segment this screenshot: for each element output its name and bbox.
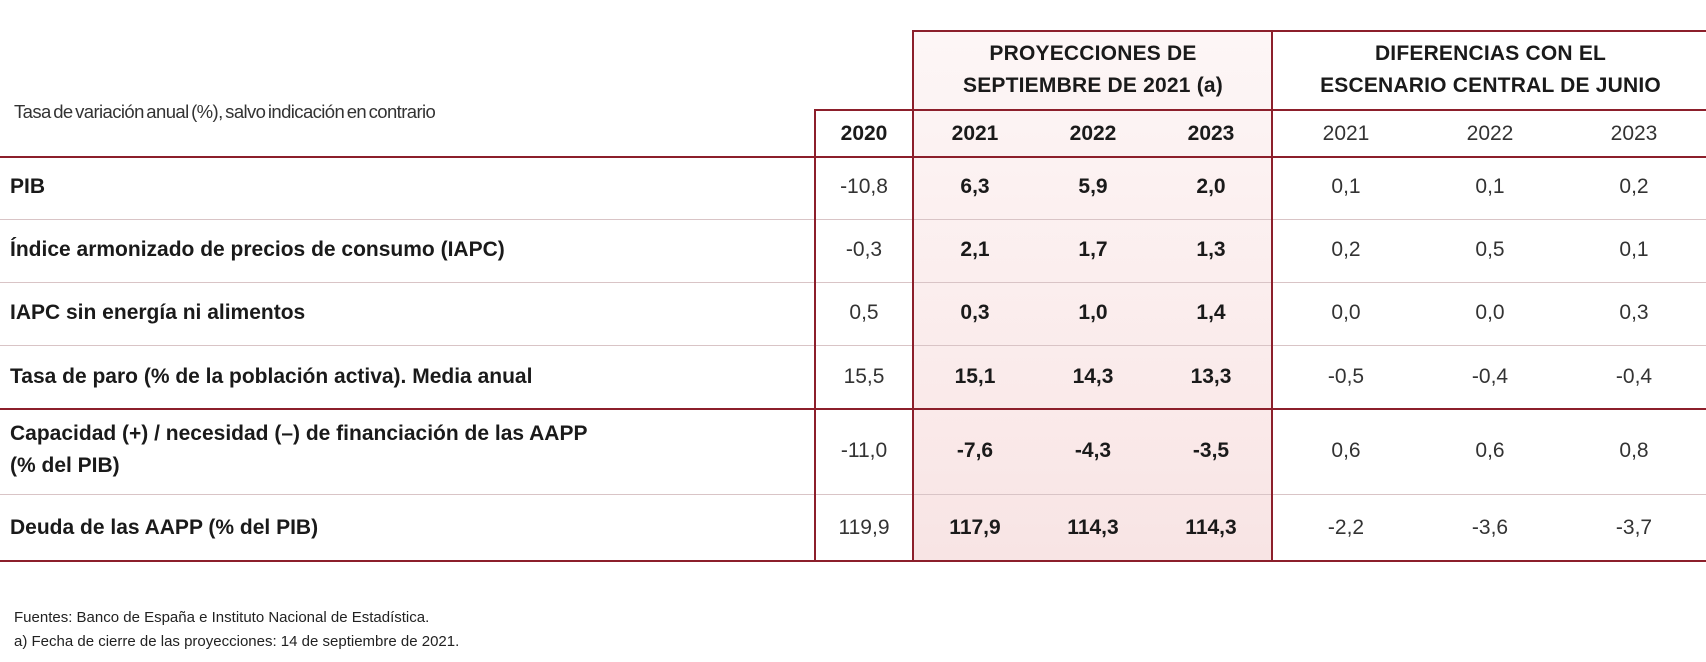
table-subtitle: Tasa de variación anual (%), salvo indic…: [14, 101, 436, 122]
cell-proj: 0,3: [960, 301, 990, 324]
cell-proj: 114,3: [1185, 516, 1237, 539]
cell-proj: 1,4: [1196, 301, 1226, 324]
rule-row-divider: [0, 219, 1706, 220]
year-base: 2020: [840, 122, 888, 145]
cell-diff: 0,5: [1475, 238, 1505, 261]
cell-proj: 14,3: [1072, 365, 1114, 388]
differences-group-header: DIFERENCIAS CON EL ESCENARIO CENTRAL DE …: [1275, 38, 1706, 102]
row-label-financing-line-2: (% del PIB): [10, 454, 120, 477]
cell-base: -10,8: [840, 175, 888, 198]
cell-diff: 0,1: [1475, 175, 1505, 198]
projections-header-line-2: SEPTIEMBRE DE 2021 (a): [963, 74, 1223, 97]
rule-top-group: [914, 30, 1706, 32]
rule-header-bottom: [0, 156, 1706, 158]
cell-proj: 1,0: [1078, 301, 1108, 324]
year-proj-2022: 2022: [1069, 122, 1117, 145]
differences-header-line-2: ESCENARIO CENTRAL DE JUNIO: [1320, 74, 1661, 97]
rule-table-bottom: [0, 560, 1706, 562]
projections-header-line-1: PROYECCIONES DE: [989, 42, 1197, 65]
cell-diff: 0,3: [1619, 301, 1649, 324]
cell-diff: -2,2: [1327, 516, 1365, 539]
cell-proj: 6,3: [960, 175, 990, 198]
projections-column-shading: [914, 31, 1271, 562]
cell-diff: 0,6: [1331, 439, 1361, 462]
year-proj-2023: 2023: [1187, 122, 1235, 145]
cell-diff: -3,6: [1471, 516, 1509, 539]
rule-vertical-proj-left: [912, 30, 914, 562]
cell-diff: -0,5: [1327, 365, 1365, 388]
cell-base: -11,0: [840, 439, 888, 462]
rule-row-divider: [0, 345, 1706, 346]
rule-year-header-top: [814, 109, 1706, 111]
rule-row-divider: [0, 282, 1706, 283]
cell-proj: 2,1: [960, 238, 990, 261]
cell-diff: 0,0: [1475, 301, 1505, 324]
row-label-iapc: Índice armonizado de precios de consumo …: [10, 238, 505, 261]
cell-proj: 1,7: [1078, 238, 1108, 261]
cell-diff: -0,4: [1471, 365, 1509, 388]
row-label-unemployment: Tasa de paro (% de la población activa).…: [10, 365, 533, 388]
year-diff-2021: 2021: [1322, 122, 1370, 145]
cell-proj: 15,1: [954, 365, 996, 388]
footnote-sources: Fuentes: Banco de España e Instituto Nac…: [14, 609, 430, 626]
row-label-iapc-core: IAPC sin energía ni alimentos: [10, 301, 306, 324]
cell-diff: -0,4: [1615, 365, 1653, 388]
rule-vertical-base: [814, 109, 816, 562]
year-diff-2022: 2022: [1466, 122, 1514, 145]
cell-diff: 0,1: [1331, 175, 1361, 198]
cell-diff: 0,0: [1331, 301, 1361, 324]
cell-proj: -4,3: [1074, 439, 1112, 462]
footnote-a: a) Fecha de cierre de las proyecciones: …: [14, 633, 460, 650]
projections-group-header: PROYECCIONES DE SEPTIEMBRE DE 2021 (a): [916, 38, 1270, 102]
year-diff-2023: 2023: [1610, 122, 1658, 145]
cell-proj: 114,3: [1067, 516, 1119, 539]
cell-proj: 1,3: [1196, 238, 1226, 261]
row-label-debt: Deuda de las AAPP (% del PIB): [10, 516, 319, 539]
cell-diff: 0,2: [1619, 175, 1649, 198]
row-label-pib: PIB: [10, 175, 46, 198]
cell-base: -0,3: [845, 238, 883, 261]
year-proj-2021: 2021: [951, 122, 999, 145]
cell-proj: 117,9: [949, 516, 1001, 539]
cell-diff: 0,2: [1331, 238, 1361, 261]
cell-proj: -3,5: [1192, 439, 1230, 462]
cell-base: 0,5: [849, 301, 879, 324]
row-label-financing-line-1: Capacidad (+) / necesidad (–) de financi…: [10, 422, 588, 445]
cell-proj: -7,6: [956, 439, 994, 462]
cell-diff: -3,7: [1615, 516, 1653, 539]
cell-base: 15,5: [843, 365, 885, 388]
cell-diff: 0,6: [1475, 439, 1505, 462]
row-label-financing: Capacidad (+) / necesidad (–) de financi…: [10, 418, 587, 482]
cell-proj: 5,9: [1078, 175, 1108, 198]
cell-base: 119,9: [838, 516, 890, 539]
rule-row-divider: [0, 494, 1706, 495]
differences-header-line-1: DIFERENCIAS CON EL: [1374, 42, 1607, 65]
rule-section-divider: [0, 408, 1706, 410]
cell-proj: 13,3: [1190, 365, 1232, 388]
cell-diff: 0,8: [1619, 439, 1649, 462]
cell-diff: 0,1: [1619, 238, 1649, 261]
cell-proj: 2,0: [1196, 175, 1226, 198]
rule-vertical-proj-right: [1271, 30, 1273, 562]
